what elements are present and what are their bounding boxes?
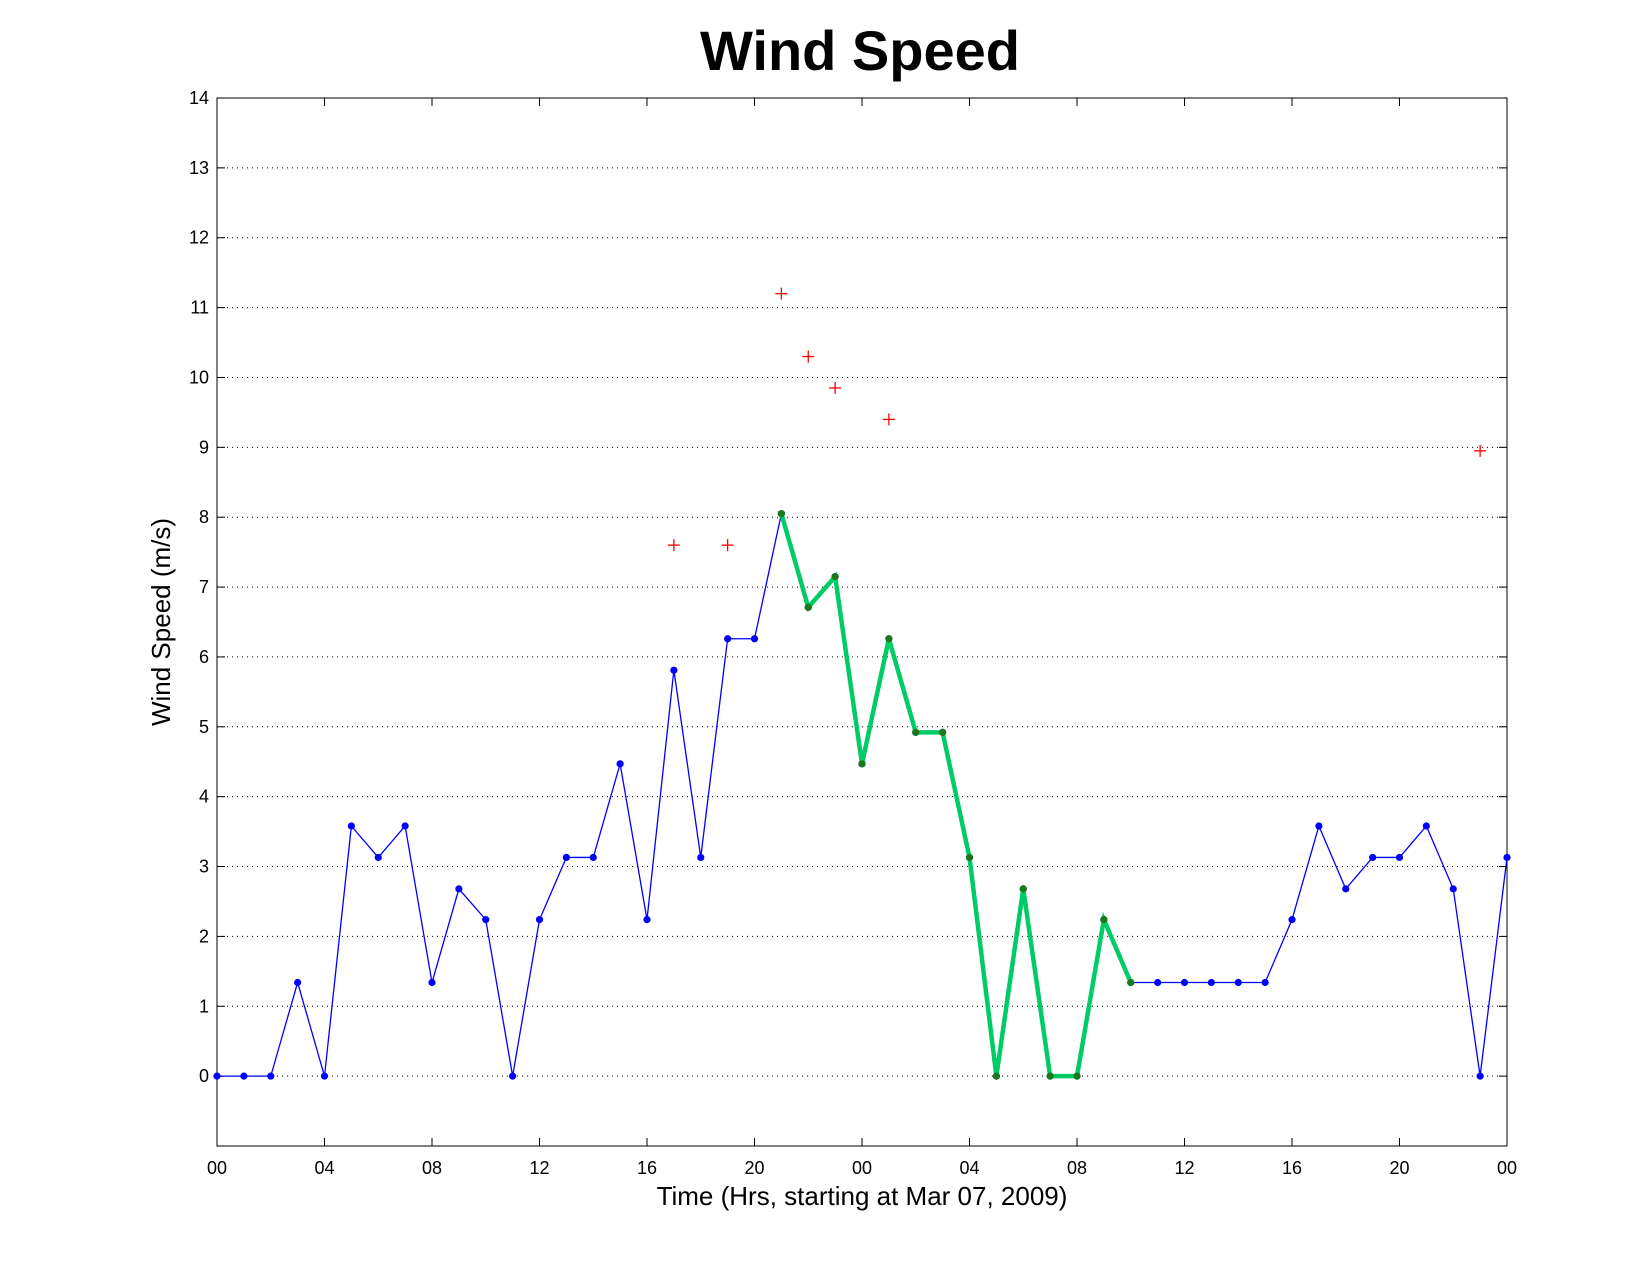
y-tick-label: 7 xyxy=(199,577,209,597)
highlight-point xyxy=(1127,978,1135,987)
y-tick-label: 14 xyxy=(189,88,209,108)
wind-speed-point xyxy=(1180,978,1189,987)
wind-speed-point xyxy=(1503,853,1511,862)
x-tick-label: 00 xyxy=(852,1158,872,1178)
highlight-series-line xyxy=(779,513,1133,1079)
wind-speed-point xyxy=(1154,978,1162,987)
wind-speed-series-line xyxy=(217,513,1508,1077)
plot-area-frame xyxy=(216,97,1508,1147)
wind-speed-point xyxy=(267,1072,275,1080)
outlier-plus-marker xyxy=(829,381,842,394)
outlier-plus-marker xyxy=(1474,444,1487,457)
wind-speed-point xyxy=(428,978,436,987)
data-series xyxy=(213,287,1511,1080)
y-tick-label: 2 xyxy=(199,926,209,946)
y-tick-label: 8 xyxy=(199,507,209,527)
highlight-point xyxy=(1046,1072,1054,1080)
wind-speed-point xyxy=(401,822,409,830)
highlight-point xyxy=(858,760,866,768)
wind-speed-point xyxy=(1369,853,1377,862)
wind-speed-point xyxy=(1315,822,1323,830)
x-axis-label: Time (Hrs, starting at Mar 07, 2009) xyxy=(657,1181,1068,1211)
wind-speed-point xyxy=(697,853,705,862)
wind-speed-point xyxy=(1395,853,1404,862)
x-tick-label: 00 xyxy=(1497,1158,1517,1178)
outlier-plus-marker xyxy=(882,413,895,426)
wind-speed-point xyxy=(1234,978,1242,987)
y-tick-label: 12 xyxy=(189,228,209,248)
wind-speed-point xyxy=(670,666,678,674)
wind-speed-point xyxy=(455,885,463,893)
wind-speed-point xyxy=(294,978,302,987)
wind-speed-point xyxy=(1288,916,1296,924)
wind-speed-point xyxy=(509,1072,517,1080)
wind-speed-point xyxy=(1261,978,1269,987)
chart-title: Wind Speed xyxy=(700,19,1020,82)
highlight-point xyxy=(965,853,974,862)
x-tick-label: 20 xyxy=(1389,1158,1409,1178)
x-tick-label: 12 xyxy=(1174,1158,1194,1178)
outlier-plus-marker xyxy=(667,539,680,552)
y-tick-label: 1 xyxy=(199,996,209,1016)
highlight-point xyxy=(1100,916,1108,924)
highlight-point xyxy=(804,603,812,611)
highlight-point xyxy=(939,728,947,736)
wind-speed-point xyxy=(1476,1072,1484,1080)
y-tick-label: 4 xyxy=(199,787,209,807)
wind-speed-point xyxy=(240,1072,248,1080)
x-tick-label: 12 xyxy=(529,1158,549,1178)
outlier-plus-marker xyxy=(775,287,788,300)
grid-lines xyxy=(217,167,1507,1077)
wind-speed-point xyxy=(374,853,382,862)
wind-speed-point xyxy=(320,1072,329,1080)
x-tick-label: 08 xyxy=(1067,1158,1087,1178)
wind-speed-point xyxy=(589,853,597,862)
wind-speed-point xyxy=(1207,978,1215,987)
y-tick-label: 10 xyxy=(189,367,209,387)
y-tick-label: 6 xyxy=(199,647,209,667)
highlight-point xyxy=(1019,885,1027,893)
y-tick-label: 0 xyxy=(199,1066,209,1086)
highlight-point xyxy=(992,1072,1000,1080)
wind-speed-point xyxy=(724,635,732,643)
x-tick-label: 16 xyxy=(1282,1158,1302,1178)
wind-speed-point xyxy=(1342,885,1350,893)
highlight-point xyxy=(831,572,839,581)
outlier-plus-marker xyxy=(721,539,734,552)
x-tick-label: 04 xyxy=(314,1158,334,1178)
x-tick-label: 20 xyxy=(744,1158,764,1178)
y-tick-label: 9 xyxy=(199,437,209,457)
x-tick-label: 16 xyxy=(637,1158,657,1178)
highlight-point xyxy=(885,635,893,643)
wind-speed-point xyxy=(562,853,570,862)
highlight-point xyxy=(1073,1072,1081,1080)
y-tick-label: 3 xyxy=(199,857,209,877)
y-tick-label: 13 xyxy=(189,158,209,178)
y-tick-label: 11 xyxy=(190,298,209,318)
wind-speed-point xyxy=(616,760,624,768)
wind-speed-point xyxy=(213,1072,221,1080)
x-tick-label: 08 xyxy=(422,1158,442,1178)
x-tick-label: 00 xyxy=(207,1158,227,1178)
wind-speed-point xyxy=(482,916,490,924)
highlight-point xyxy=(777,510,785,518)
y-tick-label: 5 xyxy=(199,717,209,737)
wind-speed-point xyxy=(1422,822,1430,830)
highlight-point xyxy=(912,728,920,736)
wind-speed-point xyxy=(347,822,355,830)
wind-speed-point xyxy=(1449,885,1457,893)
x-tick-label: 04 xyxy=(959,1158,979,1178)
wind-speed-point xyxy=(643,916,651,924)
wind-speed-point xyxy=(750,635,759,643)
y-axis-label: Wind Speed (m/s) xyxy=(146,518,176,726)
outlier-plus-marker xyxy=(802,350,815,363)
wind-speed-point xyxy=(535,916,544,924)
